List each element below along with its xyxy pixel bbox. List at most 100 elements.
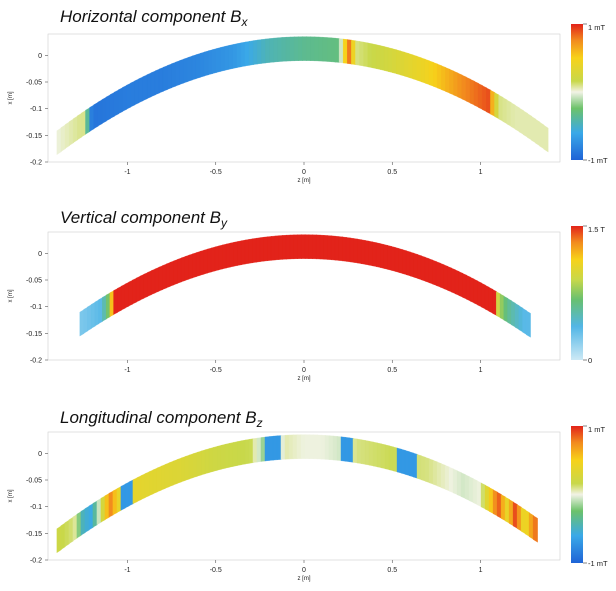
band-segment (64, 121, 70, 149)
colorbar-max-label: 1 mT (588, 23, 606, 32)
band-segment (192, 252, 197, 279)
band-segment (84, 505, 90, 533)
band-segment (60, 522, 66, 551)
band-segment (146, 72, 152, 99)
band-segment (171, 61, 177, 88)
band-segment (135, 275, 141, 303)
band-segment (188, 253, 194, 280)
band-segment (126, 82, 132, 110)
band-segment (98, 297, 104, 324)
y-tick-label: -0.1 (30, 504, 42, 511)
band-segment (68, 516, 74, 545)
band-segment (64, 519, 70, 548)
band-segment (128, 479, 134, 507)
band-segment (73, 115, 79, 143)
x-tick-label: 1 (479, 567, 483, 574)
band-segment (179, 58, 185, 85)
band-segment (105, 292, 111, 320)
band-segment (176, 457, 182, 484)
y-tick-label: -0.15 (26, 331, 42, 338)
band-segment (158, 265, 164, 292)
x-tick-label: -1 (124, 567, 130, 574)
band-segment (199, 249, 205, 276)
colorbar-max-label: 1.5 T (588, 225, 605, 234)
colorbar (571, 24, 583, 160)
colorbar (571, 426, 583, 563)
y-axis-label: x [m] (8, 91, 14, 104)
band-segment (79, 309, 85, 337)
band-segment (172, 459, 178, 486)
band-segment (83, 306, 89, 334)
colorbar-min-label: -1 mT (588, 156, 608, 165)
band-segment (532, 515, 538, 543)
y-axis-label: x [m] (8, 289, 14, 302)
band-segment (162, 263, 167, 290)
x-tick-label: -1 (124, 169, 130, 176)
field-map-band (56, 434, 538, 554)
band-segment (100, 495, 106, 523)
band-segment (132, 477, 138, 505)
title-subscript: z (256, 416, 263, 430)
x-axis-label: z [m] (298, 178, 311, 184)
band-segment (132, 277, 137, 305)
band-segment (104, 493, 110, 520)
band-segment (87, 304, 92, 332)
band-segment (184, 454, 190, 481)
band-segment (93, 101, 99, 130)
band-segment (118, 87, 124, 115)
band-segment (116, 486, 122, 513)
y-tick-label: -0.1 (30, 106, 42, 113)
panel-title: Horizontal component Bx (60, 7, 248, 29)
y-tick-label: -0.2 (30, 558, 42, 565)
y-tick-label: -0.05 (26, 278, 42, 285)
band-segment (90, 301, 96, 329)
band-segment (109, 91, 115, 119)
x-tick-label: -1 (124, 367, 130, 374)
band-segment (88, 503, 94, 531)
band-segment (154, 68, 160, 96)
band-segment (124, 281, 130, 309)
band-segment (128, 279, 134, 307)
x-tick-label: 0 (302, 367, 306, 374)
y-tick-label: 0 (38, 251, 42, 258)
band-segment (160, 464, 166, 491)
band-segment (175, 60, 181, 87)
band-segment (94, 299, 100, 327)
band-segment (169, 260, 175, 287)
band-segment (96, 497, 102, 526)
x-tick-label: -0.5 (210, 169, 222, 176)
title-subscript: x (240, 15, 248, 29)
band-segment (120, 283, 126, 311)
band-segment (60, 124, 66, 152)
colorbar-min-label: -1 mT (588, 559, 608, 568)
band-segment (143, 272, 149, 299)
panel-title: Longitudinal component Bz (60, 408, 263, 430)
band-segment (164, 462, 170, 489)
band-segment (192, 452, 198, 478)
band-segment (150, 268, 156, 295)
band-segment (154, 267, 160, 294)
band-segment (165, 262, 171, 289)
band-segment (85, 107, 91, 135)
x-tick-label: -0.5 (210, 367, 222, 374)
y-tick-label: -0.2 (30, 160, 42, 167)
band-segment (134, 78, 140, 106)
chart-panel-2: Vertical component By -1 -0.5 0 0.5 1 z [m] 0 -0… (8, 208, 605, 382)
band-segment (144, 471, 150, 498)
y-tick-label: -0.05 (26, 80, 42, 87)
x-axis-label: z [m] (298, 376, 311, 382)
band-segment (150, 70, 156, 97)
x-tick-label: 1 (479, 169, 483, 176)
colorbar (571, 226, 583, 360)
band-segment (543, 124, 549, 153)
y-tick-label: -0.15 (26, 133, 42, 140)
x-tick-label: 1 (479, 367, 483, 374)
x-tick-label: 0.5 (387, 367, 397, 374)
band-segment (142, 74, 148, 101)
y-tick-label: 0 (38, 53, 42, 60)
field-map-band (79, 234, 531, 338)
y-tick-label: -0.2 (30, 358, 42, 365)
band-segment (140, 473, 146, 500)
colorbar-max-label: 1 mT (588, 425, 606, 434)
band-segment (80, 508, 86, 536)
